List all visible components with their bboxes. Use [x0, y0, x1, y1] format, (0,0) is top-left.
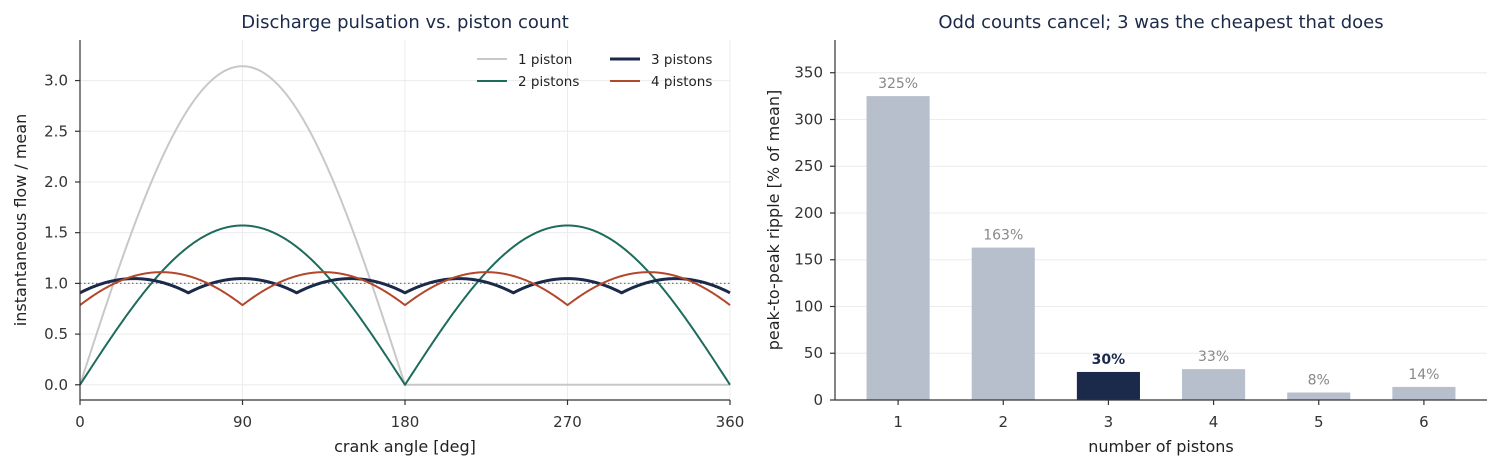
legend: 1 piston 2 pistons 3 pistons 4 pistons	[477, 52, 712, 90]
legend-label: 3 pistons	[651, 52, 712, 68]
x-axis-label: crank angle [deg]	[334, 437, 476, 456]
bar-1-pistons	[866, 96, 930, 401]
y-tick-label: 50	[804, 344, 823, 362]
x-tick-label: 270	[553, 413, 582, 431]
y-tick-label: 200	[794, 204, 823, 222]
bar-6-pistons	[1392, 386, 1456, 400]
bar-value-label: 325%	[878, 76, 918, 92]
x-tick-label: 4	[1209, 413, 1219, 431]
y-tick-label: 3.0	[44, 72, 68, 90]
chart-title: Odd counts cancel; 3 was the cheapest th…	[938, 12, 1383, 33]
y-tick-label: 2.0	[44, 173, 68, 191]
y-tick-label: 0	[813, 391, 823, 409]
x-tick-label: 1	[893, 413, 903, 431]
ripple-bar-chart: 325% 163% 30% 33% 8% 14% 1 2 3 4 5 6 0 50 100 150 200 250…	[764, 12, 1487, 456]
pulsation-line-chart: 0 90 180 270 360 0.0 0.5 1.0 1.5 2.0 2.5 3.0 Dischar…	[11, 12, 744, 456]
y-tick-label: 150	[794, 251, 823, 269]
y-tick-label: 1.0	[44, 274, 68, 292]
x-tick-label: 180	[391, 413, 420, 431]
bar-value-label: 33%	[1198, 349, 1229, 365]
bar-5-pistons	[1287, 392, 1351, 400]
series-line-4-piston	[79, 271, 731, 307]
bar-4-pistons	[1182, 369, 1246, 400]
x-tick-label: 6	[1419, 413, 1429, 431]
y-tick-label: 250	[794, 157, 823, 175]
x-tick-label: 0	[75, 413, 85, 431]
bar-3-pistons	[1076, 371, 1140, 400]
legend-label: 4 pistons	[651, 74, 712, 90]
y-tick-label: 100	[794, 297, 823, 315]
y-tick-label: 2.5	[44, 122, 68, 140]
x-tick-label: 2	[998, 413, 1008, 431]
x-tick-label: 360	[716, 413, 745, 431]
x-tick-label: 5	[1314, 413, 1324, 431]
y-tick-label: 0.5	[44, 325, 68, 343]
y-tick-label: 1.5	[44, 224, 68, 242]
x-axis-label: number of pistons	[1088, 437, 1234, 456]
bar-value-label: 14%	[1408, 367, 1439, 383]
y-axis-label: instantaneous flow / mean	[11, 114, 30, 326]
y-tick-label: 0.0	[44, 376, 68, 394]
y-axis-label: peak-to-peak ripple [% of mean]	[764, 90, 783, 351]
legend-label: 1 piston	[518, 52, 572, 68]
y-tick-label: 300	[794, 110, 823, 128]
series-line-3-piston	[79, 277, 731, 295]
bar-2-pistons	[971, 247, 1035, 400]
bar-value-label: 163%	[983, 228, 1023, 244]
legend-label: 2 pistons	[518, 74, 579, 90]
x-tick-label: 3	[1104, 413, 1114, 431]
x-tick-label: 90	[233, 413, 252, 431]
series-line-2-piston	[79, 224, 731, 386]
bar-value-label: 30%	[1092, 352, 1126, 368]
bar-value-label: 8%	[1308, 373, 1330, 389]
y-tick-label: 350	[794, 64, 823, 82]
chart-title: Discharge pulsation vs. piston count	[241, 12, 569, 33]
